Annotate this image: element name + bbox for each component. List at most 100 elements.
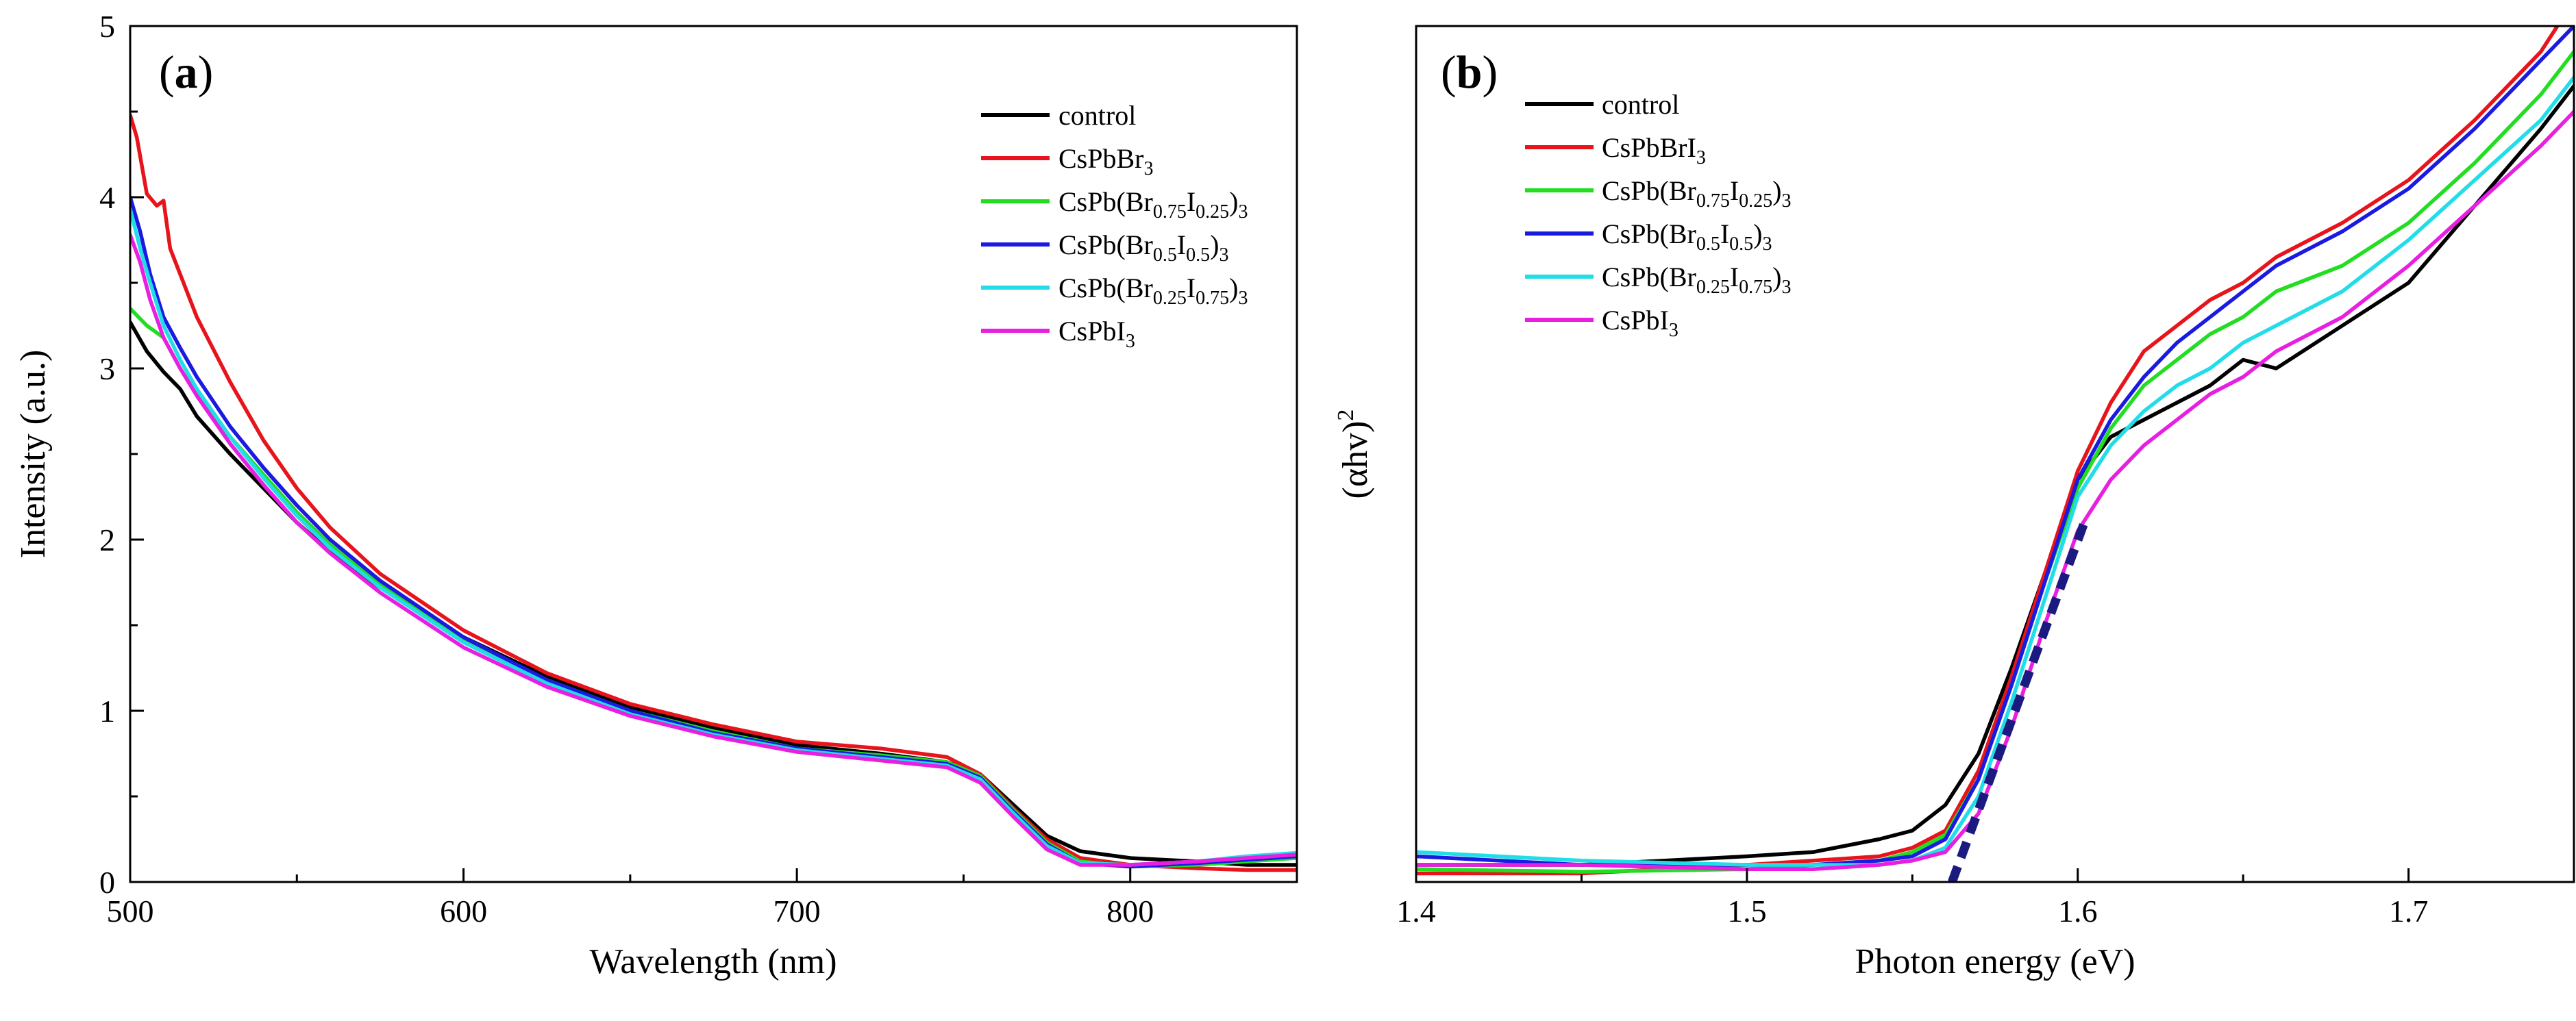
x-axis-title: Wavelength (nm) (589, 942, 837, 981)
series-line-5 (130, 207, 1297, 867)
y-tick-label: 1 (99, 694, 115, 729)
panel-label: (a) (159, 46, 213, 98)
legend-subscript: 3 (1762, 234, 1772, 255)
y-tick-label: 0 (99, 865, 115, 900)
legend-subscript: 0.25 (1153, 288, 1187, 309)
legend-subscript: 3 (1781, 190, 1791, 212)
legend-subscript: 0.75 (1196, 288, 1229, 309)
legend-text-part: I (1187, 273, 1196, 303)
series-group (130, 113, 1297, 872)
legend-text-part: I (1730, 175, 1739, 206)
x-tick-label: 600 (440, 894, 487, 929)
series-line-1 (130, 320, 1297, 867)
legend-subscript: 3 (1126, 331, 1135, 352)
legend-subscript: 0.5 (1696, 234, 1720, 255)
legend-subscript: 0.25 (1739, 190, 1772, 212)
x-tick-label: 500 (107, 894, 154, 929)
legend-subscript: 0.25 (1196, 201, 1229, 223)
legend-label-5: CsPb(Br0.25I0.75)3 (1602, 262, 1791, 298)
legend-label-2: CsPbBrI3 (1602, 132, 1706, 168)
panel-label-close: ) (198, 46, 214, 98)
series-line-2 (130, 113, 1297, 872)
series-line-6 (1416, 110, 2574, 872)
panel-label-letter: b (1457, 46, 1483, 98)
y-axis-title-main: Intensity (a.u.) (14, 350, 53, 559)
legend: controlCsPbBr3CsPb(Br0.75I0.25)3CsPb(Br0… (981, 100, 1248, 352)
panel-label-letter: a (175, 46, 198, 98)
y-axis-title: Intensity (a.u.) (14, 350, 53, 559)
legend-text-part: CsPb(Br (1602, 262, 1696, 292)
legend-label-6: CsPbI3 (1602, 305, 1679, 341)
panel-label-open: ( (159, 46, 175, 98)
axes-frame (1415, 25, 2575, 883)
legend-text-part: CsPb(Br (1058, 186, 1153, 217)
legend-subscript: 0.5 (1729, 234, 1753, 255)
legend-text-part: ) (1772, 262, 1781, 292)
x-axis-title: Photon energy (eV) (1855, 942, 2135, 981)
legend-label-3: CsPb(Br0.75I0.25)3 (1602, 175, 1791, 212)
y-tick-label: 5 (99, 9, 115, 44)
legend-label-1: control (1058, 100, 1136, 131)
legend-subscript: 3 (1781, 277, 1791, 298)
legend-text-part: control (1058, 100, 1136, 131)
legend-subscript: 3 (1696, 147, 1706, 168)
series-line-6 (130, 233, 1297, 867)
legend-subscript: 3 (1144, 158, 1154, 179)
legend-subscript: 0.25 (1696, 277, 1730, 298)
x-tick-label: 1.6 (2058, 894, 2098, 929)
legend-text-part: CsPb(Br (1058, 229, 1153, 260)
legend-label-4: CsPb(Br0.5I0.5)3 (1602, 218, 1772, 255)
legend-text-part: CsPbI (1058, 316, 1126, 346)
x-tick-label: 1.7 (2389, 894, 2429, 929)
panel-label-close: ) (1482, 46, 1498, 98)
legend-subscript: 0.5 (1153, 244, 1177, 266)
legend-text-part: ) (1753, 218, 1762, 249)
y-tick-label: 2 (99, 522, 115, 557)
panel-label: (b) (1441, 46, 1498, 98)
legend-text-part: CsPb(Br (1602, 218, 1696, 249)
legend-label-5: CsPb(Br0.25I0.75)3 (1058, 273, 1248, 309)
x-tick-label: 1.4 (1396, 894, 1436, 929)
legend-label-6: CsPbI3 (1058, 316, 1135, 352)
series-line-5 (1416, 75, 2574, 867)
legend-subscript: 0.75 (1739, 277, 1772, 298)
series-line-4 (1416, 26, 2574, 867)
series-line-2 (1416, 26, 2560, 876)
legend-text-part: ) (1210, 229, 1219, 260)
series-line-3 (130, 306, 1297, 869)
legend-text-part: CsPbBr (1058, 143, 1144, 174)
legend-text-part: ) (1229, 186, 1238, 217)
y-tick-label: 3 (99, 351, 115, 386)
legend-text-part: I (1187, 186, 1196, 217)
legend-label-1: control (1602, 89, 1679, 120)
legend-subscript: 0.75 (1696, 190, 1730, 212)
x-tick-label: 700 (773, 894, 821, 929)
legend-text-part: ) (1229, 273, 1238, 303)
legend-subscript: 0.75 (1153, 201, 1187, 223)
fit-line (1948, 520, 2089, 882)
y-axis-title-sup: 2 (1333, 409, 1359, 421)
legend-label-3: CsPb(Br0.75I0.25)3 (1058, 186, 1248, 223)
legend-subscript: 3 (1219, 244, 1228, 266)
legend-subscript: 0.5 (1186, 244, 1210, 266)
x-tick-label: 800 (1106, 894, 1154, 929)
legend-text-part: control (1602, 89, 1679, 120)
panel-label-open: ( (1441, 46, 1457, 98)
legend-subscript: 3 (1669, 320, 1679, 341)
panel-a: 500 600 700 800 0 1 2 3 4 5 Wavelength (nm) Intensi… (14, 9, 1298, 981)
legend-text-part: I (1177, 229, 1186, 260)
legend-text-part: ) (1772, 175, 1781, 206)
legend-text-part: I (1720, 218, 1729, 249)
y-axis-title: (αhv)2 (1333, 409, 1375, 499)
legend-subscript: 3 (1238, 288, 1248, 309)
legend-subscript: 3 (1238, 201, 1248, 223)
legend-text-part: CsPbI (1602, 305, 1669, 336)
legend-label-4: CsPb(Br0.5I0.5)3 (1058, 229, 1228, 266)
legend-text-part: CsPbBrI (1602, 132, 1696, 163)
y-axis-title-main: (αhv) (1336, 421, 1375, 499)
panel-b: 1.4 1.5 1.6 1.7 Photon energy (eV) (αhv)2 (b) c… (1333, 25, 2575, 981)
series-group (1416, 26, 2574, 882)
legend-label-2: CsPbBr3 (1058, 143, 1154, 179)
legend-text-part: CsPb(Br (1058, 273, 1153, 303)
